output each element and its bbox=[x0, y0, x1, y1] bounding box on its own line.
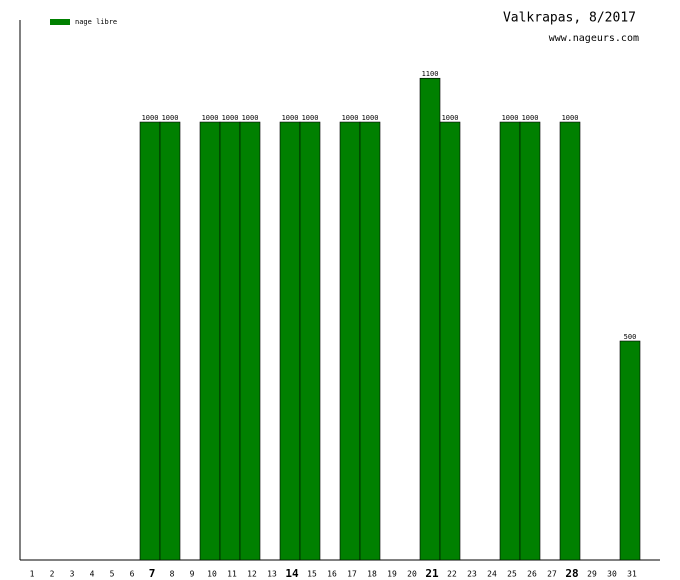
bar bbox=[419, 77, 441, 561]
x-tick-label: 19 bbox=[387, 570, 397, 579]
x-tick-label: 23 bbox=[467, 570, 477, 579]
value-label: 500 bbox=[624, 333, 637, 341]
bar bbox=[139, 121, 161, 561]
value-label: 1000 bbox=[202, 114, 219, 122]
legend-label: nage libre bbox=[75, 18, 117, 26]
x-tick-label: 26 bbox=[527, 570, 537, 579]
value-label: 1000 bbox=[222, 114, 239, 122]
value-label: 1000 bbox=[562, 114, 579, 122]
bar bbox=[559, 121, 581, 561]
value-label: 1000 bbox=[162, 114, 179, 122]
value-label: 1000 bbox=[242, 114, 259, 122]
bar bbox=[359, 121, 381, 561]
bar bbox=[279, 121, 301, 561]
x-tick-label: 15 bbox=[307, 570, 317, 579]
bar bbox=[499, 121, 521, 561]
x-tick-label: 25 bbox=[507, 570, 517, 579]
x-tick-label: 4 bbox=[90, 570, 95, 579]
value-label: 1000 bbox=[362, 114, 379, 122]
bar bbox=[219, 121, 241, 561]
value-label: 1000 bbox=[442, 114, 459, 122]
x-tick-label: 2 bbox=[50, 570, 55, 579]
legend-swatch bbox=[50, 19, 70, 25]
bar bbox=[619, 340, 641, 561]
x-tick-label: 18 bbox=[367, 570, 377, 579]
bar bbox=[239, 121, 261, 561]
value-label: 1000 bbox=[142, 114, 159, 122]
x-tick-label: 24 bbox=[487, 570, 497, 579]
x-tick-label: 7 bbox=[149, 567, 156, 580]
chart-title: Valkrapas, 8/2017 bbox=[503, 11, 636, 26]
x-tick-label: 17 bbox=[347, 570, 357, 579]
x-tick-label: 6 bbox=[130, 570, 135, 579]
x-tick-label: 21 bbox=[425, 567, 439, 580]
x-tick-label: 27 bbox=[547, 570, 557, 579]
x-tick-label: 20 bbox=[407, 570, 417, 579]
x-tick-label: 29 bbox=[587, 570, 597, 579]
x-tick-label: 5 bbox=[110, 570, 115, 579]
x-tick-label: 12 bbox=[247, 570, 257, 579]
x-tick-label: 11 bbox=[227, 570, 237, 579]
x-tick-label: 13 bbox=[267, 570, 277, 579]
x-tick-label: 1 bbox=[30, 570, 35, 579]
bar bbox=[159, 121, 181, 561]
value-label: 1000 bbox=[502, 114, 519, 122]
bar bbox=[299, 121, 321, 561]
bar bbox=[519, 121, 541, 561]
bar bbox=[439, 121, 461, 561]
value-label: 1000 bbox=[302, 114, 319, 122]
x-tick-label: 3 bbox=[70, 570, 75, 579]
value-label: 1000 bbox=[522, 114, 539, 122]
value-label: 1000 bbox=[342, 114, 359, 122]
bar bbox=[339, 121, 361, 561]
value-label: 1000 bbox=[282, 114, 299, 122]
x-tick-label: 14 bbox=[285, 567, 299, 580]
x-tick-label: 31 bbox=[627, 570, 637, 579]
x-tick-label: 30 bbox=[607, 570, 617, 579]
x-tick-label: 22 bbox=[447, 570, 457, 579]
bar bbox=[199, 121, 221, 561]
x-tick-label: 28 bbox=[565, 567, 578, 580]
x-tick-label: 8 bbox=[170, 570, 175, 579]
value-label: 1100 bbox=[422, 70, 439, 78]
x-tick-label: 16 bbox=[327, 570, 337, 579]
x-tick-label: 10 bbox=[207, 570, 217, 579]
x-tick-label: 9 bbox=[190, 570, 195, 579]
chart-subtitle: www.nageurs.com bbox=[549, 33, 639, 44]
